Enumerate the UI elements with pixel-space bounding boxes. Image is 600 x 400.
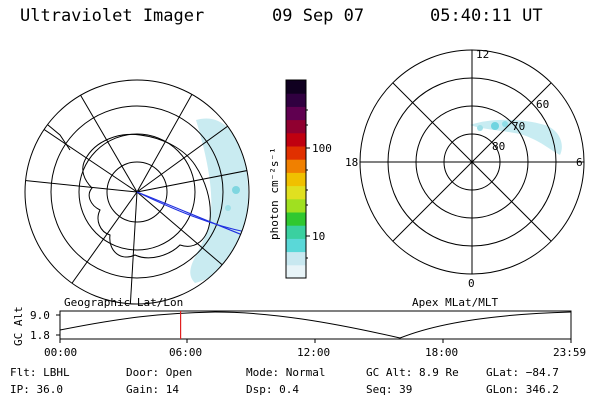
colorbar-segment	[286, 251, 306, 266]
colorbar-unit-label: photon cm⁻²s⁻¹	[268, 147, 281, 240]
time-label: 05:40:11 UT	[430, 6, 543, 26]
right-map-border	[359, 49, 585, 275]
altitude-axis-label: GC Alt	[12, 306, 25, 346]
colorbar-tick-100: 100	[312, 142, 332, 155]
left-map-border	[24, 79, 250, 305]
right-map-caption: Apex MLat/MLT	[412, 296, 499, 309]
colorbar-segment	[286, 93, 306, 107]
info-dsp: Dsp: 0.4	[246, 383, 299, 396]
mlat-label-70: 70	[512, 120, 526, 133]
date-label: 09 Sep 07	[272, 6, 365, 26]
mlat-label-60: 60	[536, 98, 550, 111]
info-gc-alt: GC Alt: 8.9 Re	[366, 366, 459, 379]
info-ip: IP: 36.0	[10, 383, 63, 396]
info-flt: Flt: LBHL	[10, 366, 70, 379]
alt-tick-low: 1.8	[30, 329, 50, 342]
altitude-curve	[59, 311, 572, 339]
colorbar-tick-10: 10	[312, 230, 326, 243]
info-door: Door: Open	[126, 366, 193, 379]
app-title: Ultraviolet Imager	[20, 6, 205, 26]
time-tick-0000: 00:00	[44, 346, 78, 359]
colorbar-segment	[286, 106, 306, 121]
aurora-emission-left	[190, 118, 249, 283]
colorbar-segment	[286, 238, 306, 253]
mlt-label-18: 18	[345, 156, 359, 169]
colorbar-frame	[285, 79, 307, 279]
mlt-label-6: 6	[576, 156, 583, 169]
left-map-caption: Geographic Lat/Lon	[64, 296, 184, 309]
altitude-panel	[56, 310, 572, 343]
colorbar-segment	[286, 185, 306, 200]
time-tick-1800: 18:00	[425, 346, 459, 359]
time-tick-1200: 12:00	[297, 346, 331, 359]
mlat-label-80: 80	[492, 140, 506, 153]
colorbar-segment	[286, 264, 306, 279]
mlt-label-12: 12	[476, 48, 490, 61]
colorbar-segment	[286, 225, 306, 239]
info-seq: Seq: 39	[366, 383, 413, 396]
colorbar-segment	[286, 172, 306, 187]
colorbar-segment	[286, 132, 306, 147]
colorbar-segment	[286, 198, 306, 213]
time-tick-2359: 23:59	[553, 346, 587, 359]
magnetic-map	[359, 49, 585, 275]
alt-tick-high: 9.0	[30, 309, 50, 322]
colorbar-segment	[286, 119, 306, 134]
geographic-map	[24, 79, 250, 305]
satellite-track	[136, 191, 249, 239]
mlt-label-0: 0	[468, 277, 475, 290]
colorbar-segment	[286, 212, 306, 226]
time-tick-0600: 06:00	[169, 346, 203, 359]
colorbar-segment	[286, 80, 306, 94]
colorbar	[286, 80, 306, 279]
info-glat: GLat: −84.7	[486, 366, 559, 379]
info-mode: Mode: Normal	[246, 366, 326, 379]
info-glon: GLon: 346.2	[486, 383, 559, 396]
colorbar-segment	[286, 146, 306, 160]
colorbar-segment	[286, 159, 306, 173]
info-gain: Gain: 14	[126, 383, 179, 396]
antarctica-coastline	[82, 133, 211, 259]
